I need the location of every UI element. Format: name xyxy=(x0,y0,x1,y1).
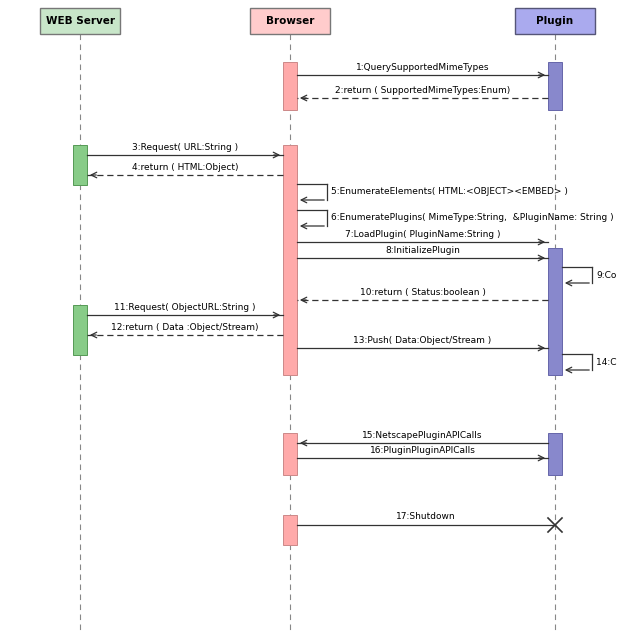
Bar xyxy=(283,62,297,110)
Text: 3:Request( URL:String ): 3:Request( URL:String ) xyxy=(132,143,238,152)
Text: Plugin: Plugin xyxy=(536,16,574,26)
Bar xyxy=(250,8,330,34)
Bar xyxy=(548,248,562,375)
Text: 17:Shutdown: 17:Shutdown xyxy=(396,512,456,521)
Text: WEB Server: WEB Server xyxy=(46,16,115,26)
Bar xyxy=(548,62,562,110)
Bar xyxy=(73,145,87,185)
Text: 15:NetscapePluginAPICalls: 15:NetscapePluginAPICalls xyxy=(362,431,482,440)
Text: 10:return ( Status:boolean ): 10:return ( Status:boolean ) xyxy=(360,288,486,297)
Bar xyxy=(283,145,297,375)
Text: 11:Request( ObjectURL:String ): 11:Request( ObjectURL:String ) xyxy=(114,303,256,312)
Text: 6:EnumeratePlugins( MimeType:String,  &PluginName: String ): 6:EnumeratePlugins( MimeType:String, &Pl… xyxy=(331,214,614,223)
Bar xyxy=(40,8,120,34)
Text: 9:Construction: 9:Construction xyxy=(596,271,617,280)
Text: 8:InitializePlugin: 8:InitializePlugin xyxy=(385,246,460,255)
Bar xyxy=(515,8,595,34)
Text: 13:Push( Data:Object/Stream ): 13:Push( Data:Object/Stream ) xyxy=(354,336,492,345)
Text: 5:EnumerateElements( HTML:<OBJECT><EMBED> ): 5:EnumerateElements( HTML:<OBJECT><EMBED… xyxy=(331,188,568,196)
Text: 16:PluginPluginAPICalls: 16:PluginPluginAPICalls xyxy=(370,446,476,455)
Text: 7:LoadPlugin( PluginName:String ): 7:LoadPlugin( PluginName:String ) xyxy=(345,230,500,239)
Bar xyxy=(73,305,87,355)
Text: 14:Consume( Data ): 14:Consume( Data ) xyxy=(596,358,617,367)
Text: Browser: Browser xyxy=(266,16,314,26)
Text: 2:return ( SupportedMimeTypes:Enum): 2:return ( SupportedMimeTypes:Enum) xyxy=(335,86,510,95)
Text: 4:return ( HTML:Object): 4:return ( HTML:Object) xyxy=(132,163,238,172)
Bar xyxy=(283,515,297,545)
Text: 12:return ( Data :Object/Stream): 12:return ( Data :Object/Stream) xyxy=(111,323,259,332)
Bar xyxy=(548,433,562,475)
Bar xyxy=(283,433,297,475)
Text: 1:QuerySupportedMimeTypes: 1:QuerySupportedMimeTypes xyxy=(356,63,489,72)
